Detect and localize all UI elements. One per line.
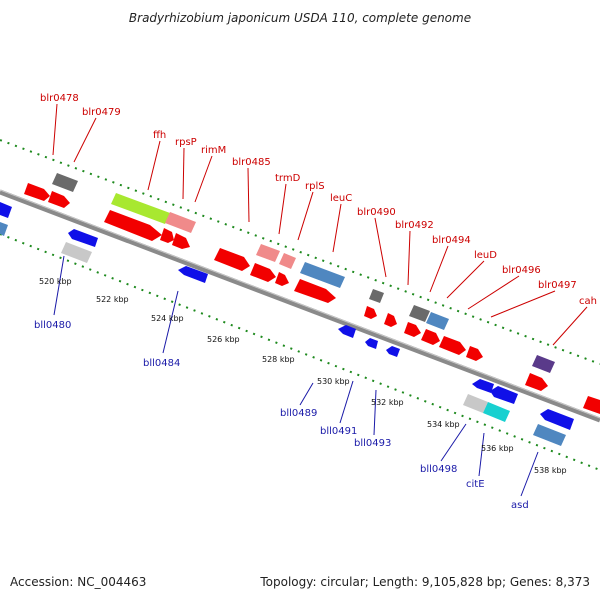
gene-rplS[interactable] [275,272,289,286]
gene-purple[interactable] [532,355,555,373]
gene-rpsP[interactable] [160,228,174,243]
gene-trmD-pink[interactable] [256,244,280,262]
top-tick-track [0,139,600,365]
gene-rpsP-pink[interactable] [165,212,196,233]
bottom-labels: bll0480 bll0484 bll0489 bll0491 bll0493 … [34,320,529,511]
gene-rimM[interactable] [172,233,190,249]
gene-blr0494-gray[interactable] [409,305,430,322]
gene-bll0493[interactable] [386,346,400,357]
tick-536: 536 kbp [481,444,514,453]
label-blr0490: blr0490 [357,207,396,218]
label-blr0478: blr0478 [40,93,79,104]
tick-532: 532 kbp [371,398,404,407]
accession-text: Accession: NC_004463 [10,575,146,589]
label-blr0496: blr0496 [502,265,541,276]
scale-ticks: 520 kbp 522 kbp 524 kbp 526 kbp 528 kbp … [39,277,567,475]
gene-gray-1[interactable] [52,173,78,192]
gene-bll0480-blue[interactable] [68,229,98,247]
label-blr0497: blr0497 [538,280,577,291]
reverse-genes [0,202,574,446]
gene-bll0489[interactable] [338,325,356,338]
gene-blr0494-steel[interactable] [426,312,449,330]
gene-red-right[interactable] [525,373,548,391]
label-trmD: trmD [275,173,301,184]
tick-538: 538 kbp [534,466,567,475]
gene-citE[interactable] [483,402,510,422]
bottom-connectors [53,255,539,497]
gene-blr0479[interactable] [48,191,70,208]
gene-blr0492[interactable] [384,313,397,327]
topology-text: Topology: circular; Length: 9,105,828 bp… [259,575,590,589]
gene-blr0490[interactable] [364,306,377,319]
gene-bll0480[interactable] [61,242,92,263]
label-bll0493: bll0493 [354,438,391,449]
gene-blr0490-gray[interactable] [369,289,384,303]
gene-bll0498-blue-2[interactable] [490,386,518,404]
tick-520: 520 kbp [39,277,72,286]
gene-cah[interactable] [583,396,600,414]
label-blr0494: blr0494 [432,235,471,246]
label-blr0485: blr0485 [232,157,271,168]
label-asd: asd [511,500,529,511]
label-rpsP: rpsP [175,137,197,148]
label-leuD: leuD [474,250,497,261]
gene-leuC-red[interactable] [294,279,336,303]
gene-rplS-pink[interactable] [279,253,296,269]
gene-blr0478[interactable] [24,183,50,201]
gene-bll0491[interactable] [365,338,378,349]
gene-bll0498[interactable] [463,394,488,413]
label-leuC: leuC [330,193,352,204]
gene-bll0484[interactable] [178,266,208,283]
gene-leuD[interactable] [404,322,421,337]
gene-blue-left[interactable] [0,202,12,218]
top-connectors [52,103,588,346]
tick-534: 534 kbp [427,420,460,429]
label-bll0484: bll0484 [143,358,180,369]
gene-asd[interactable] [533,424,566,446]
label-ffh: ffh [153,130,166,141]
bottom-tick-track [0,233,600,471]
gene-leuC[interactable] [300,262,345,288]
gene-blr0496[interactable] [421,329,440,345]
label-rplS: rplS [305,181,325,192]
label-cah: cah [579,296,597,307]
tick-530: 530 kbp [317,377,350,386]
tick-524: 524 kbp [151,314,184,323]
label-bll0489: bll0489 [280,408,317,419]
label-bll0491: bll0491 [320,426,357,437]
genome-backbone [0,189,600,423]
label-bll0480: bll0480 [34,320,71,331]
label-bll0498: bll0498 [420,464,457,475]
gene-large-red[interactable] [104,210,162,241]
label-blr0479: blr0479 [82,107,121,118]
tick-522: 522 kbp [96,295,129,304]
label-rimM: rimM [201,145,226,156]
gene-trmD[interactable] [250,263,276,282]
top-labels: blr0478 blr0479 ffh rpsP rimM blr0485 tr… [40,93,597,307]
gene-steel-left[interactable] [0,222,8,236]
gene-blr0497[interactable] [439,336,466,355]
genome-backbone-highlight [0,189,600,419]
gene-bll0498-blue[interactable] [472,379,494,393]
label-citE: citE [466,479,485,490]
map-title: Bradyrhizobium japonicum USDA 110, compl… [129,11,471,25]
gene-ffh[interactable] [111,193,170,224]
forward-genes [24,173,600,414]
gene-blr0485[interactable] [214,248,250,271]
label-blr0492: blr0492 [395,220,434,231]
tick-528: 528 kbp [262,355,295,364]
gene-red-small[interactable] [466,346,483,361]
tick-526: 526 kbp [207,335,240,344]
gene-asd-blue[interactable] [540,409,574,430]
